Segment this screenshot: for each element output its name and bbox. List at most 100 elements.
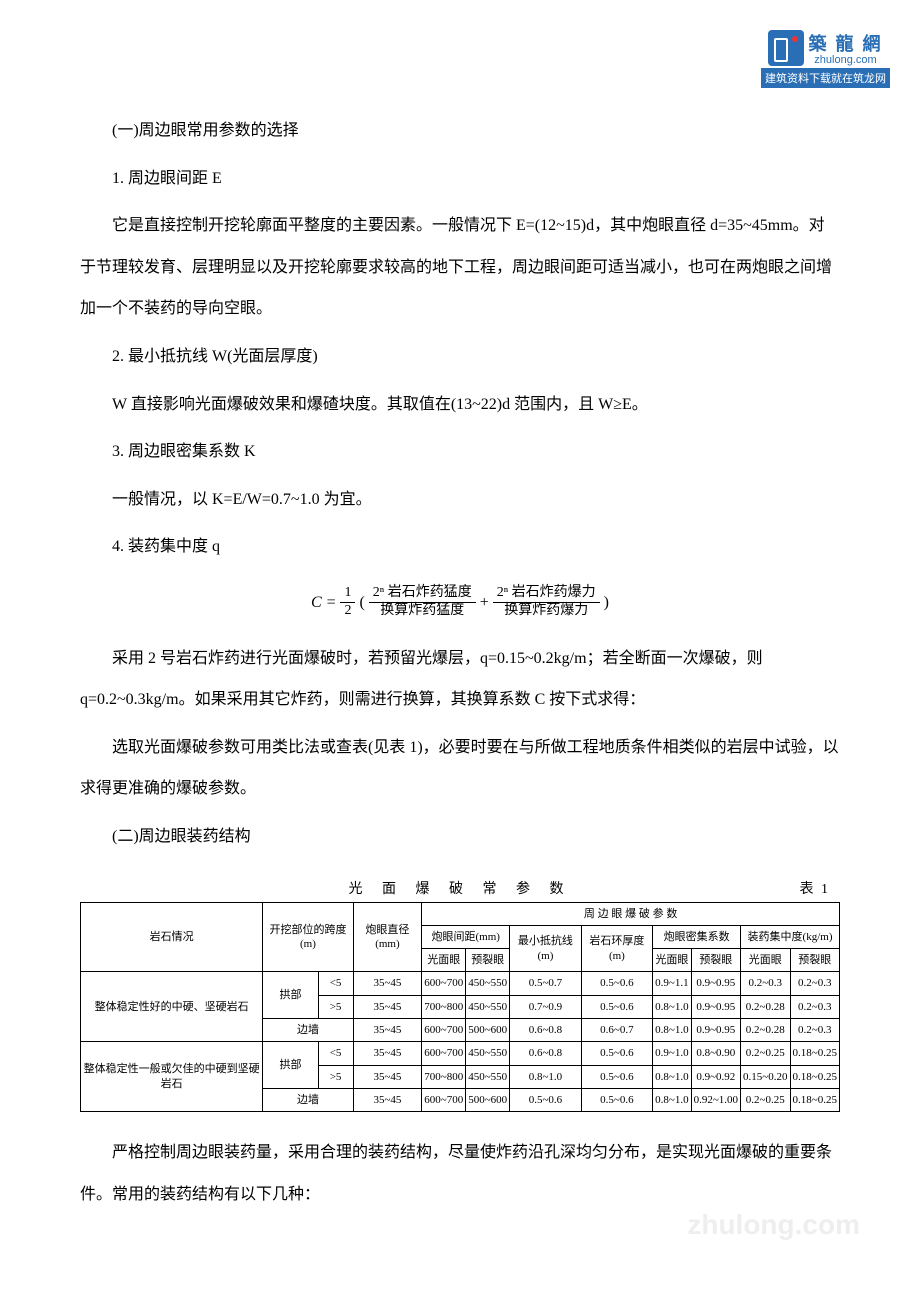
section-2-body: 严格控制周边眼装药量，采用合理的装药结构，尽量使炸药沿孔深均匀分布，是实现光面爆… — [80, 1132, 840, 1215]
table-cell: 35~45 — [353, 1042, 422, 1065]
th-spacing: 炮眼间距(mm) — [422, 925, 510, 948]
table-cell: 0.9~1.0 — [653, 1042, 691, 1065]
th-dense-r: 预裂眼 — [691, 949, 740, 972]
table-cell: 0.9~1.1 — [653, 972, 691, 995]
parameters-table: 岩石情况 开挖部位的跨度(m) 炮眼直径(mm) 周 边 眼 爆 破 参 数 炮… — [80, 902, 840, 1113]
table-cell: >5 — [318, 995, 353, 1018]
table-cell: 0.2~0.3 — [790, 972, 840, 995]
para-2-title: 2. 最小抵抗线 W(光面层厚度) — [80, 336, 840, 378]
table-row: 整体稳定性好的中硬、坚硬岩石拱部<535~45600~700450~5500.5… — [81, 972, 840, 995]
table-cell: 35~45 — [353, 995, 422, 1018]
th-charge-l: 光面眼 — [741, 949, 790, 972]
table-cell: 0.8~1.0 — [653, 1065, 691, 1088]
table-cell: 0.9~0.95 — [691, 972, 740, 995]
para-4-title: 4. 装药集中度 q — [80, 526, 840, 568]
table-cell: 0.2~0.3 — [790, 995, 840, 1018]
table-cell: 0.18~0.25 — [790, 1065, 840, 1088]
table-cell: 0.8~1.0 — [653, 995, 691, 1018]
site-logo: 築 龍 網 zhulong.com 建筑资料下载就在筑龙网 — [761, 30, 890, 88]
th-spacing-r: 预裂眼 — [466, 949, 510, 972]
table-cell: >5 — [318, 1065, 353, 1088]
table-cell: 0.8~0.90 — [691, 1042, 740, 1065]
table-cell: 0.2~0.3 — [790, 1018, 840, 1041]
table-cell: 700~800 — [422, 995, 466, 1018]
table-cell: <5 — [318, 972, 353, 995]
table-cell: 0.2~0.28 — [741, 995, 790, 1018]
table-cell: 0.9~0.92 — [691, 1065, 740, 1088]
logo-cn: 築 龍 網 — [808, 30, 882, 56]
table-cell: 35~45 — [353, 1065, 422, 1088]
table-cell: 0.8~1.0 — [653, 1088, 691, 1111]
table-cell: 500~600 — [466, 1018, 510, 1041]
table-cell: <5 — [318, 1042, 353, 1065]
table-cell: 0.5~0.6 — [581, 972, 652, 995]
table-cell: 0.8~1.0 — [653, 1018, 691, 1041]
table-cell: 0.5~0.6 — [581, 1088, 652, 1111]
frac-half: 1 2 — [340, 585, 355, 620]
frac-1: 2ⁿ 岩石炸药猛度 换算炸药猛度 — [369, 585, 476, 620]
th-dense: 炮眼密集系数 — [653, 925, 741, 948]
table-cell: 0.5~0.6 — [510, 1088, 581, 1111]
table-cell: 35~45 — [353, 1088, 422, 1111]
table-cell: 0.9~0.95 — [691, 995, 740, 1018]
logo-icon — [768, 30, 804, 66]
para-4-body2: 选取光面爆破参数可用类比法或查表(见表 1)，必要时要在与所做工程地质条件相类似… — [80, 727, 840, 810]
th-ring: 岩石环厚度(m) — [581, 925, 652, 972]
table-cell: 0.5~0.6 — [581, 1065, 652, 1088]
table-cell: 0.6~0.8 — [510, 1018, 581, 1041]
table-cell: 0.6~0.7 — [581, 1018, 652, 1041]
table-cell: 450~550 — [466, 995, 510, 1018]
table-cell: 0.15~0.20 — [741, 1065, 790, 1088]
frac-2: 2ⁿ 岩石炸药爆力 换算炸药爆力 — [493, 585, 600, 620]
table-cell: 0.18~0.25 — [790, 1088, 840, 1111]
para-3-body: 一般情况，以 K=E/W=0.7~1.0 为宜。 — [80, 479, 840, 521]
section-1-title: (一)周边眼常用参数的选择 — [80, 110, 840, 152]
table-cell: 0.7~0.9 — [510, 995, 581, 1018]
lparen: ( — [359, 582, 364, 624]
formula-left: C = — [311, 582, 336, 624]
document-body: (一)周边眼常用参数的选择 1. 周边眼间距 E 它是直接控制开挖轮廓面平整度的… — [80, 110, 840, 858]
para-3-title: 3. 周边眼密集系数 K — [80, 431, 840, 473]
table-cell: 拱部 — [263, 972, 318, 1019]
th-top: 周 边 眼 爆 破 参 数 — [422, 902, 840, 925]
table-number: 表 1 — [800, 878, 831, 898]
para-1-title: 1. 周边眼间距 E — [80, 158, 840, 200]
th-charge: 装药集中度(kg/m) — [741, 925, 840, 948]
para-4-body1: 采用 2 号岩石炸药进行光面爆破时，若预留光爆层，q=0.15~0.2kg/m；… — [80, 638, 840, 721]
table-cell: 0.92~1.00 — [691, 1088, 740, 1111]
th-resist: 最小抵抗线(m) — [510, 925, 581, 972]
table-cell: 边墙 — [263, 1018, 353, 1041]
para-1-body: 它是直接控制开挖轮廓面平整度的主要因素。一般情况下 E=(12~15)d，其中炮… — [80, 205, 840, 330]
table-cell: 0.5~0.6 — [581, 995, 652, 1018]
th-diam: 炮眼直径(mm) — [353, 902, 422, 972]
table-cell: 600~700 — [422, 1018, 466, 1041]
table-cell: 35~45 — [353, 1018, 422, 1041]
table-cell: 整体稳定性一般或欠佳的中硬到坚硬岩石 — [81, 1042, 263, 1112]
rparen: ) — [604, 582, 609, 624]
table-cell: 0.8~1.0 — [510, 1065, 581, 1088]
table-cell: 0.5~0.6 — [581, 1042, 652, 1065]
logo-tagline: 建筑资料下载就在筑龙网 — [761, 68, 890, 88]
table-cell: 0.2~0.28 — [741, 1018, 790, 1041]
table-cell: 450~550 — [466, 972, 510, 995]
table-cell: 450~550 — [466, 1042, 510, 1065]
th-span: 开挖部位的跨度(m) — [263, 902, 353, 972]
table-cell: 600~700 — [422, 1088, 466, 1111]
table-cell: 0.6~0.8 — [510, 1042, 581, 1065]
para-2-body: W 直接影响光面爆破效果和爆碴块度。其取值在(13~22)d 范围内，且 W≥E… — [80, 384, 840, 426]
table-cell: 整体稳定性好的中硬、坚硬岩石 — [81, 972, 263, 1042]
section-2-body-wrap: 严格控制周边眼装药量，采用合理的装药结构，尽量使炸药沿孔深均匀分布，是实现光面爆… — [80, 1132, 840, 1215]
table-cell: 0.2~0.25 — [741, 1088, 790, 1111]
table-row: 整体稳定性一般或欠佳的中硬到坚硬岩石拱部<535~45600~700450~55… — [81, 1042, 840, 1065]
plus: + — [480, 582, 489, 624]
table-cell: 500~600 — [466, 1088, 510, 1111]
th-charge-r: 预裂眼 — [790, 949, 840, 972]
table-cell: 0.18~0.25 — [790, 1042, 840, 1065]
table-cell: 边墙 — [263, 1088, 353, 1111]
table-cell: 0.9~0.95 — [691, 1018, 740, 1041]
table-cell: 35~45 — [353, 972, 422, 995]
table-cell: 600~700 — [422, 972, 466, 995]
table-cell: 0.2~0.3 — [741, 972, 790, 995]
table-title: 光 面 爆 破 常 参 数 表 1 — [80, 878, 840, 898]
logo-en: zhulong.com — [808, 54, 882, 66]
